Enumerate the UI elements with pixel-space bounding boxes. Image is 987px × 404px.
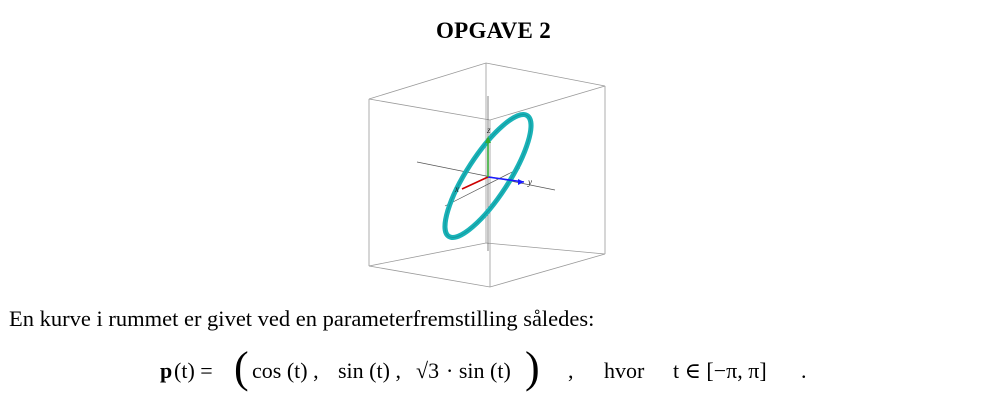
- exercise-title: OPGAVE 2: [435, 18, 552, 43]
- formula-domain: t ∈ [−π, π]: [673, 358, 767, 383]
- formula-sqrt3: √3: [416, 358, 440, 383]
- formula-period: .: [801, 358, 807, 383]
- y-axis-arrow: [518, 179, 524, 185]
- x-axis: [461, 176, 489, 190]
- formula-hvor: hvor: [604, 358, 645, 383]
- formula-sin-scaled: · sin (t): [446, 358, 511, 383]
- formula-lhs-arg: (t) =: [174, 358, 213, 383]
- intro-text: En kurve i rummet er givet ved en parame…: [9, 306, 595, 331]
- formula-close-paren: ): [525, 343, 540, 392]
- formula-lhs-p: p: [160, 358, 173, 383]
- curve-ellipse-shade: [444, 114, 532, 238]
- curve-3d-plot: x y z: [368, 62, 606, 288]
- y-axis-label: y: [527, 177, 532, 187]
- curve-3d-figure: x y z: [355, 56, 620, 296]
- formula-open-paren: (: [234, 343, 249, 392]
- bounding-box: [368, 62, 606, 288]
- formula-sin: sin (t) ,: [338, 358, 401, 383]
- parametric-formula: p (t) = ( cos (t) , sin (t) , √3 · sin (…: [160, 346, 960, 396]
- z-axis-arrow: [485, 136, 491, 143]
- formula-cos: cos (t) ,: [252, 358, 319, 383]
- z-axis-label: z: [486, 125, 491, 135]
- x-axis-label: x: [454, 184, 459, 194]
- formula-comma: ,: [568, 358, 574, 383]
